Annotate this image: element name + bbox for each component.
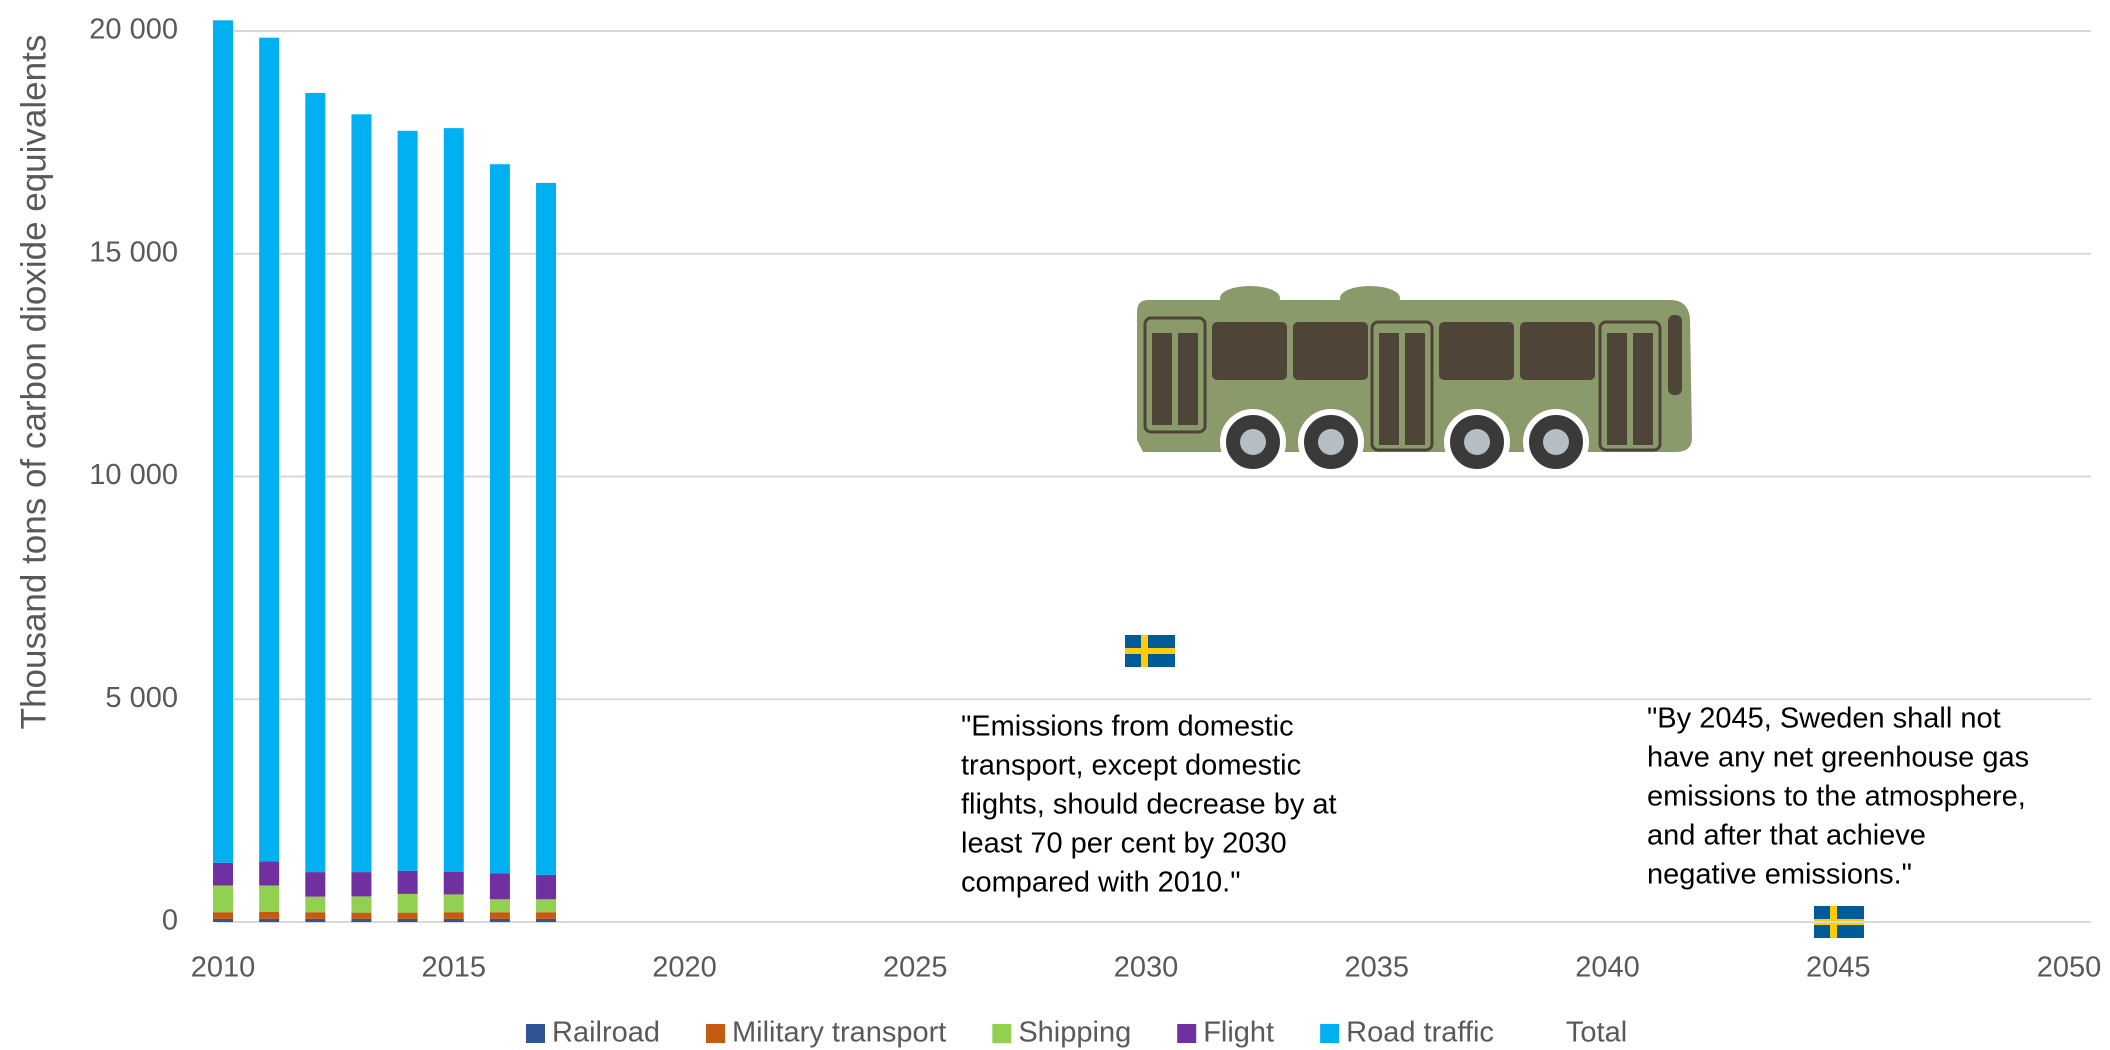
legend-label: Railroad bbox=[552, 1017, 660, 1049]
x-tick-label: 2015 bbox=[421, 952, 486, 984]
bar-segment bbox=[397, 918, 418, 922]
bar-segment bbox=[213, 885, 233, 913]
bar-segment bbox=[443, 912, 464, 919]
legend-swatch bbox=[1177, 1024, 1197, 1043]
bar-segment bbox=[351, 896, 372, 913]
bar-segment bbox=[536, 899, 557, 913]
bar-segment bbox=[351, 918, 372, 922]
y-tick-label: 10 000 bbox=[89, 459, 178, 491]
bar-segment bbox=[489, 873, 510, 900]
legend-swatch bbox=[992, 1024, 1012, 1043]
bar-segment bbox=[213, 20, 233, 863]
y-tick-label: 0 bbox=[162, 905, 178, 937]
legend-label: Road traffic bbox=[1346, 1017, 1494, 1049]
bar-segment bbox=[351, 872, 372, 897]
bar-segment bbox=[305, 92, 326, 873]
bar-segment bbox=[536, 918, 557, 922]
bar-segment bbox=[213, 912, 233, 919]
legend-label: Flight bbox=[1203, 1017, 1274, 1049]
x-tick-label: 2010 bbox=[191, 952, 256, 984]
bar-segment bbox=[443, 894, 464, 913]
bar-segment bbox=[259, 885, 280, 912]
sweden-flag bbox=[1125, 635, 1175, 667]
bar-segment bbox=[397, 870, 418, 894]
bus-illustration bbox=[1137, 286, 1692, 475]
bar-segment bbox=[536, 182, 557, 875]
bar-segment bbox=[489, 164, 510, 874]
bar-segment bbox=[259, 918, 280, 922]
bar-segment bbox=[305, 918, 326, 922]
annotation-text: and after that achieve bbox=[1647, 820, 1926, 852]
bar-segment bbox=[397, 912, 418, 919]
bar-segment bbox=[536, 874, 557, 900]
bar-segment bbox=[397, 130, 418, 871]
legend-swatch bbox=[526, 1024, 545, 1043]
annotation-text: "Emissions from domestic bbox=[961, 711, 1294, 743]
annotation-text: "By 2045, Sweden shall not bbox=[1647, 703, 2001, 735]
x-tick-label: 2020 bbox=[652, 952, 717, 984]
x-tick-label: 2040 bbox=[1575, 952, 1640, 984]
annotation-text: flights, should decrease by at bbox=[961, 789, 1337, 821]
y-tick-label: 5 000 bbox=[105, 682, 178, 714]
y-tick-label: 15 000 bbox=[89, 236, 178, 268]
legend-label: Military transport bbox=[732, 1017, 946, 1049]
annotation-text: compared with 2010." bbox=[961, 867, 1241, 899]
legend-label: Total bbox=[1566, 1017, 1627, 1049]
x-tick-label: 2045 bbox=[1806, 952, 1871, 984]
legend-swatch bbox=[1320, 1024, 1340, 1043]
bar-segment bbox=[489, 899, 510, 913]
bar-segment bbox=[259, 37, 280, 862]
bar-segment bbox=[213, 862, 233, 886]
bar-segment bbox=[443, 918, 464, 922]
y-axis-title: Thousand tons of carbon dioxide equivale… bbox=[14, 35, 53, 730]
bar-segment bbox=[489, 918, 510, 922]
x-tick-label: 2025 bbox=[883, 952, 948, 984]
bar-segment bbox=[443, 128, 464, 872]
x-tick-label: 2035 bbox=[1344, 952, 1409, 984]
annotation-text: negative emissions." bbox=[1647, 859, 1912, 891]
bar-segment bbox=[305, 872, 326, 897]
legend-swatch bbox=[706, 1024, 725, 1043]
annotation-text: have any net greenhouse gas bbox=[1647, 742, 2029, 774]
bar-segment bbox=[536, 912, 557, 919]
bar-segment bbox=[305, 912, 326, 919]
bar-segment bbox=[443, 871, 464, 895]
annotation-text: least 70 per cent by 2030 bbox=[961, 828, 1287, 860]
annotation-text: transport, except domestic bbox=[961, 750, 1301, 782]
annotation-text: emissions to the atmosphere, bbox=[1647, 781, 2026, 813]
x-tick-label: 2030 bbox=[1114, 952, 1179, 984]
bar-segment bbox=[397, 893, 418, 913]
bar-segment bbox=[351, 912, 372, 919]
bar-segment bbox=[305, 896, 326, 913]
bar-segment bbox=[259, 911, 280, 919]
x-tick-label: 2050 bbox=[2037, 952, 2102, 984]
bar-segment bbox=[259, 861, 280, 886]
y-tick-label: 20 000 bbox=[89, 14, 178, 46]
bar-segment bbox=[213, 918, 233, 922]
bar-segment bbox=[489, 912, 510, 919]
legend-label: Shipping bbox=[1018, 1017, 1131, 1049]
bar-segment bbox=[351, 114, 372, 873]
